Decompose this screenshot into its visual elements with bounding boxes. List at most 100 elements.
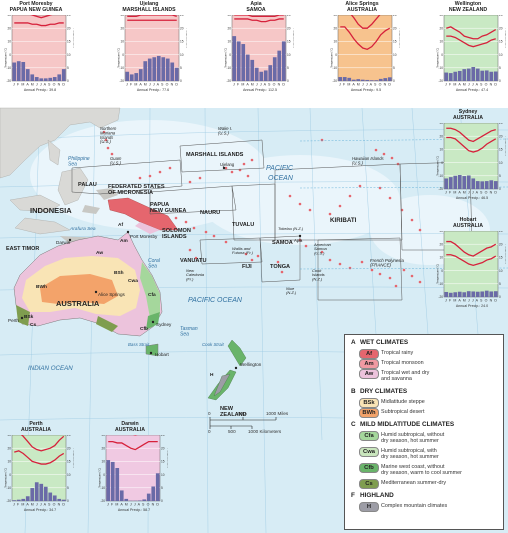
precip-bar [143,61,148,81]
label-tuvalu: TUVALU [232,222,254,228]
precip-tick: 10 [161,473,165,477]
precip-bar [462,176,467,189]
temp-axis-label: Temperature (°C) [117,48,121,68]
precip-bar [16,499,21,501]
legend-description-bwh: Subtropical desert [381,409,425,415]
precip-axis-label: Precipitation (in.) [505,244,507,264]
legend-group-heading: C MILD MIDLATITUDE CLIMATES [351,421,454,428]
precip-bar [39,483,44,501]
precip-bar [21,498,26,501]
precip-bar [165,58,170,81]
temp-tick: 10 [7,460,11,464]
legend-swatch-aw: Aw [359,369,379,379]
island-dot [102,130,106,134]
climograph-title: Ujelang MARSHALL ISLANDS [122,1,176,13]
month-labels: J F M A M J J A S O N D [126,82,178,86]
precip-bar [161,57,166,81]
precip-bar [170,62,175,81]
precip-bar [43,486,48,501]
island-dot [288,194,292,198]
island-dot [110,152,114,156]
precip-bar [374,80,379,81]
temp-low-line [14,450,65,465]
temp-tick: -10 [226,66,231,70]
precip-bar [52,77,57,81]
legend-swatch-cs: Cs [359,479,379,489]
precip-bar [245,54,250,81]
precip-bar [365,79,370,81]
island-dot [242,162,246,166]
temp-axis-label: Temperature (°C) [436,48,440,68]
label-american-samoa: American Samoa (U.S.) [313,242,332,255]
climograph-plot-area [105,435,161,502]
precip-bar [466,175,471,189]
label-wallis: Wallis and Futuna (Fr.) [232,246,254,255]
island-dot [198,176,202,180]
climograph-title: Port Moresby PAPUA NEW GUINEA [9,1,63,13]
precip-tick: 10 [180,53,184,57]
label-cook-islands: Cook Islands (N.Z.) [312,268,325,281]
label-pacific-north: PACIFIC [266,165,294,172]
label-bass-strait: Bass Strait [128,342,150,347]
label-coral-sea: Coral Sea [148,258,161,269]
precip-tick: 10 [287,53,291,57]
annual-precip-label: Annual Precip.: 9.5 [350,88,382,92]
precip-bar [137,500,142,501]
temp-axis-label: Temperature (°C) [436,156,440,176]
precip-tick: 5 [161,486,163,490]
legend-group-heading: B DRY CLIMATES [351,388,407,395]
precip-bar [378,78,383,81]
label-niue: Niue (N.Z.) [286,286,297,295]
temp-tick: 30 [333,15,337,17]
legend-description-cfb: Marine west coast, without dry season, wa… [381,464,462,476]
annual-precip-label: Annual Precip.: 77.6 [136,88,170,92]
scale-miles-500: 500 [238,411,246,416]
annual-precip-label: Annual Precip.: 47.4 [455,88,489,92]
precip-bar [448,177,453,189]
legend-description-cfa: Humid subtropical, without dry season, ho… [381,432,445,444]
month-labels: J F M A M J J A S O N D [445,190,497,194]
precip-bar [462,292,467,297]
precip-tick: 15 [499,40,503,44]
precip-tick: 15 [67,40,71,44]
climograph-plot-area [11,435,67,502]
label-palau: PALAU [78,182,97,188]
precip-bar [342,77,347,81]
precip-bar [61,69,66,81]
month-labels: J F M A M J J A S O N D [339,82,391,86]
precip-tick: 0 [499,187,501,191]
precip-bar [124,498,129,501]
precip-bar [254,67,259,81]
precip-bar [480,291,485,297]
precip-bar [30,488,35,501]
climograph-hobart: Hobart AUSTRALIA 30 20 10 0 -10 -20 25 20 15 10 5 0 Te… [436,217,507,314]
scale-bar [209,417,277,429]
precip-bar [489,180,494,189]
precip-bar [489,71,494,81]
precip-tick: 5 [499,66,501,70]
precip-bar [457,70,462,81]
precip-axis-label: Precipitation (in.) [293,28,295,48]
temp-tick: -10 [332,66,337,70]
label-alice-springs: Alice Springs [98,292,126,297]
precip-bar [61,499,66,501]
temp-tick: -10 [438,66,443,70]
temp-axis-label: Temperature (°C) [98,468,102,488]
precip-bar [489,291,494,297]
month-labels: J F M A M J J A S O N D [107,502,159,506]
code-bsk: BSk [24,314,34,320]
precip-bar [142,499,147,501]
legend-description-cs: Mediterranean summer-dry [381,480,447,486]
climograph-plot-area [443,15,499,82]
legend-group-letter: F [351,492,355,499]
precip-tick: 10 [67,473,71,477]
legend-description-am: Tropical monsoon [381,360,424,366]
label-hobart: Hobart [155,352,170,357]
precip-bar [236,41,241,81]
precip-bar [448,292,453,297]
island-dot [418,228,422,232]
